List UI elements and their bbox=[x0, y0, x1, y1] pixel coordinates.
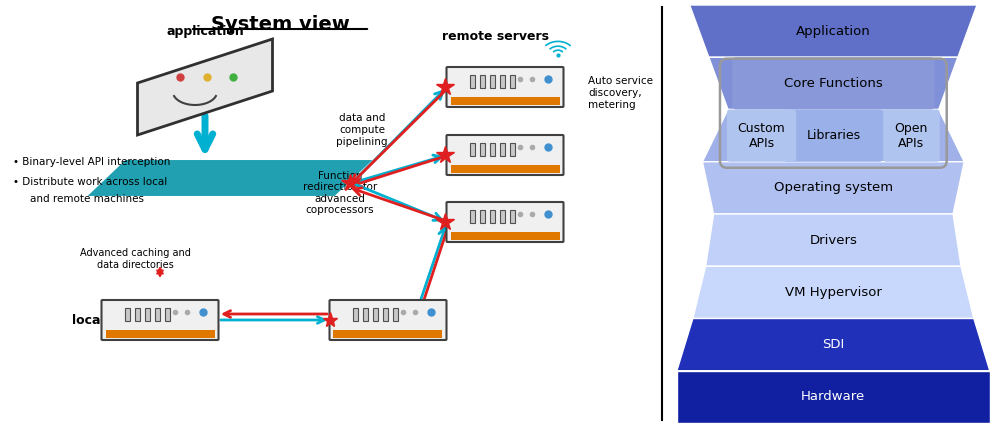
Text: Advanced caching and
data directories: Advanced caching and data directories bbox=[80, 248, 190, 270]
Text: Custom
APIs: Custom APIs bbox=[737, 122, 784, 150]
Text: Hardware: Hardware bbox=[800, 391, 865, 403]
Bar bbox=[489, 143, 494, 156]
Polygon shape bbox=[708, 57, 957, 110]
Text: Libraries: Libraries bbox=[805, 129, 860, 142]
Text: • Binary-level API interception: • Binary-level API interception bbox=[13, 157, 170, 167]
Polygon shape bbox=[692, 266, 973, 318]
Text: Application: Application bbox=[795, 25, 870, 38]
Bar bbox=[489, 75, 494, 88]
Bar bbox=[479, 210, 484, 223]
Text: local server: local server bbox=[72, 314, 154, 326]
Bar bbox=[500, 75, 505, 88]
Text: System view: System view bbox=[211, 15, 349, 34]
FancyBboxPatch shape bbox=[101, 300, 219, 340]
Bar bbox=[135, 308, 140, 321]
Polygon shape bbox=[689, 5, 976, 57]
Polygon shape bbox=[676, 371, 989, 423]
FancyBboxPatch shape bbox=[446, 67, 563, 107]
Bar bbox=[469, 210, 474, 223]
FancyBboxPatch shape bbox=[446, 202, 563, 242]
Bar bbox=[450, 165, 559, 173]
Text: Core Functions: Core Functions bbox=[783, 77, 882, 90]
Text: Function
redirection for
advanced
coprocessors: Function redirection for advanced coproc… bbox=[302, 170, 377, 215]
FancyBboxPatch shape bbox=[732, 57, 933, 110]
Bar bbox=[450, 232, 559, 240]
Text: Auto service
discovery,
metering: Auto service discovery, metering bbox=[587, 76, 652, 110]
Bar bbox=[450, 97, 559, 105]
Bar bbox=[510, 75, 515, 88]
Text: remote servers: remote servers bbox=[441, 30, 548, 43]
Bar bbox=[165, 308, 170, 321]
Bar bbox=[469, 75, 474, 88]
Bar bbox=[333, 330, 442, 338]
Bar bbox=[489, 210, 494, 223]
Bar bbox=[479, 143, 484, 156]
FancyBboxPatch shape bbox=[783, 110, 882, 162]
Text: Operating system: Operating system bbox=[773, 181, 892, 194]
Text: Drivers: Drivers bbox=[808, 234, 857, 246]
Text: • Distribute work across local: • Distribute work across local bbox=[13, 177, 167, 187]
Text: VM Hypervisor: VM Hypervisor bbox=[784, 286, 881, 299]
FancyBboxPatch shape bbox=[329, 300, 446, 340]
Polygon shape bbox=[702, 110, 963, 162]
FancyBboxPatch shape bbox=[883, 110, 938, 162]
Bar bbox=[500, 143, 505, 156]
Bar bbox=[393, 308, 398, 321]
Polygon shape bbox=[705, 214, 960, 266]
Bar bbox=[373, 308, 378, 321]
Text: SDI: SDI bbox=[821, 338, 844, 351]
Bar bbox=[155, 308, 160, 321]
Text: Open
APIs: Open APIs bbox=[894, 122, 927, 150]
Bar bbox=[363, 308, 368, 321]
Bar bbox=[510, 143, 515, 156]
Polygon shape bbox=[137, 39, 272, 135]
Bar bbox=[479, 75, 484, 88]
Polygon shape bbox=[702, 162, 963, 214]
FancyBboxPatch shape bbox=[446, 135, 563, 175]
Text: and remote machines: and remote machines bbox=[30, 194, 144, 204]
Bar bbox=[510, 210, 515, 223]
Bar bbox=[383, 308, 388, 321]
Bar bbox=[469, 143, 474, 156]
Text: application: application bbox=[166, 25, 244, 38]
Text: data and
compute
pipelining: data and compute pipelining bbox=[336, 113, 388, 147]
Bar bbox=[145, 308, 150, 321]
Bar bbox=[353, 308, 358, 321]
Bar bbox=[105, 330, 215, 338]
Bar bbox=[125, 308, 130, 321]
FancyBboxPatch shape bbox=[727, 110, 795, 162]
Polygon shape bbox=[84, 159, 375, 197]
Polygon shape bbox=[676, 318, 989, 371]
Bar bbox=[500, 210, 505, 223]
